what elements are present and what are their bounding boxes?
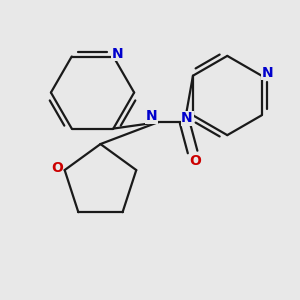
Text: N: N (112, 46, 123, 61)
Text: O: O (51, 161, 63, 175)
Text: N: N (262, 66, 273, 80)
Text: N: N (146, 109, 158, 123)
Text: N: N (181, 111, 193, 125)
Text: O: O (190, 154, 202, 168)
